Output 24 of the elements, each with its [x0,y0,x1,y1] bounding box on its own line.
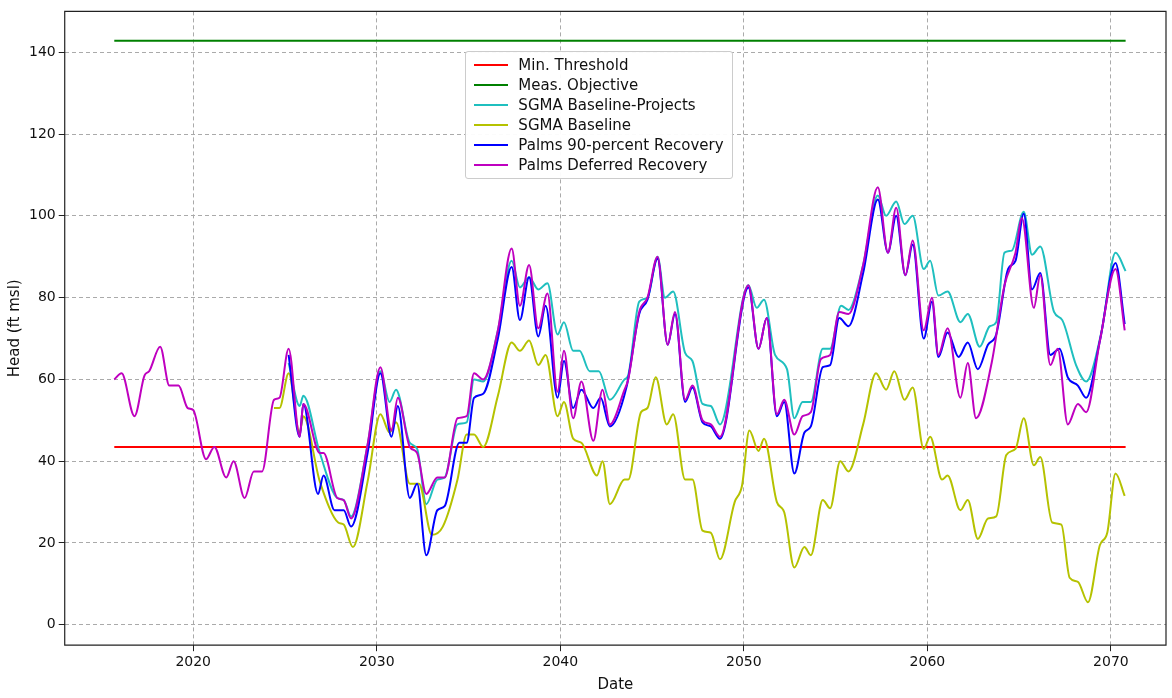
legend-label: Min. Threshold [518,56,629,75]
y-tick-label: 60 [37,370,56,387]
y-tick-label: 140 [28,42,56,59]
y-tick-label: 100 [28,206,56,223]
x-tick-label: 2060 [909,653,946,670]
legend-label: Palms 90-percent Recovery [518,136,724,155]
y-axis-title: Head (ft msl) [4,279,23,378]
x-tick-label: 2050 [726,653,762,670]
x-tick-label: 2070 [1093,653,1129,670]
x-tick-label: 2020 [175,653,212,670]
x-tick-label: 2040 [542,653,579,670]
legend-label: Meas. Objective [518,76,639,95]
legend-label: SGMA Baseline-Projects [518,96,696,115]
y-tick-label: 0 [46,615,56,632]
line-series [113,186,1126,520]
y-tick-label: 120 [28,124,56,141]
x-axis-title: Date [597,674,634,693]
legend-label: Palms Deferred Recovery [518,156,708,175]
line-series [272,339,1126,604]
y-tick-label: 80 [37,288,56,305]
y-tick-label: 20 [37,533,56,550]
x-tick-label: 2030 [358,653,395,670]
legend-label: SGMA Baseline [518,116,632,135]
y-tick-label: 40 [37,451,56,468]
